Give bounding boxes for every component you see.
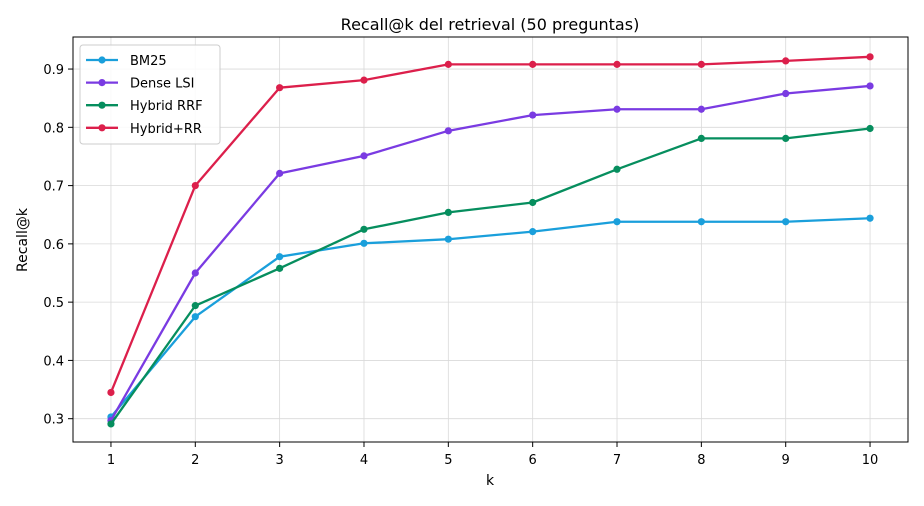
data-point-bm25 xyxy=(866,214,874,222)
data-point-dense-lsi xyxy=(697,105,705,113)
legend-marker xyxy=(98,101,106,109)
legend-label: Dense LSI xyxy=(130,77,194,92)
series-line-bm25 xyxy=(110,217,871,418)
data-point-hybrid-rrf xyxy=(866,124,874,133)
data-point-bm25 xyxy=(782,218,790,226)
x-tick-label: 4 xyxy=(360,453,368,468)
data-point-bm25 xyxy=(276,253,284,261)
data-point-hybrid-rr xyxy=(697,60,705,68)
data-point-hybrid-rrf xyxy=(191,302,199,310)
data-point-dense-lsi xyxy=(276,169,284,177)
data-point-bm25 xyxy=(697,218,705,226)
data-point-bm25 xyxy=(191,313,199,321)
legend-marker xyxy=(98,79,106,87)
y-tick-label: 0.7 xyxy=(43,180,64,195)
series-line-hybrid-rr xyxy=(109,55,871,393)
data-point-dense-lsi xyxy=(866,82,874,90)
y-tick-label: 0.9 xyxy=(43,63,64,78)
data-point-dense-lsi xyxy=(444,127,452,135)
data-point-hybrid-rrf xyxy=(529,198,537,207)
data-point-hybrid-rr xyxy=(360,76,368,84)
data-point-bm25 xyxy=(613,218,621,226)
data-point-dense-lsi xyxy=(782,89,790,98)
chart-title: Recall@k del retrieval (50 preguntas) xyxy=(341,15,640,34)
legend-label: Hybrid+RR xyxy=(130,122,202,137)
legend: BM25 Dense LSI Hybrid RRF Hybrid+RR xyxy=(79,44,221,145)
series-hybrid-rr xyxy=(107,53,874,397)
y-tick-label: 0.4 xyxy=(43,354,64,369)
y-tick-label: 0.6 xyxy=(43,238,64,253)
legend-item-dense-lsi: Dense LSI xyxy=(86,77,194,92)
data-point-hybrid-rr xyxy=(276,84,284,92)
data-point-bm25 xyxy=(360,239,368,247)
x-tick-label: 1 xyxy=(107,453,115,468)
data-point-hybrid-rrf xyxy=(360,225,368,233)
series-dense-lsi xyxy=(107,82,874,425)
legend-box xyxy=(79,44,221,145)
data-point-hybrid-rrf xyxy=(107,420,115,428)
legend-label: BM25 xyxy=(130,54,167,69)
data-point-dense-lsi xyxy=(529,111,537,119)
x-tick-label: 9 xyxy=(782,453,790,468)
series-bm25 xyxy=(107,214,874,421)
series-line-hybrid-rrf xyxy=(110,127,871,425)
legend-item-hybrid-rr: Hybrid+RR xyxy=(86,122,202,137)
x-tick-label: 2 xyxy=(191,453,199,468)
data-point-bm25 xyxy=(529,228,537,236)
data-point-hybrid-rr xyxy=(191,181,199,190)
data-point-hybrid-rrf xyxy=(444,208,452,217)
x-tick-label: 7 xyxy=(613,453,621,468)
x-tick-label: 6 xyxy=(529,453,537,468)
data-point-hybrid-rr xyxy=(866,53,874,61)
data-point-dense-lsi xyxy=(613,105,621,113)
x-tick-label: 5 xyxy=(444,453,452,468)
series-line-dense-lsi xyxy=(109,84,871,422)
plot-frame xyxy=(72,36,909,443)
x-axis-label: k xyxy=(486,473,495,489)
data-point-hybrid-rr xyxy=(444,60,452,68)
data-point-hybrid-rrf xyxy=(276,264,284,272)
x-tick-label: 8 xyxy=(697,453,705,468)
axis-ticks: 1 2 3 4 5 6 7 8 9 10 0.3 0.4 0.5 0.6 0.7 0.8 0.9 xyxy=(43,63,878,468)
grid xyxy=(73,37,908,442)
x-tick-label: 3 xyxy=(276,453,284,468)
series-layer xyxy=(107,53,874,428)
data-point-hybrid-rrf xyxy=(613,165,621,173)
data-point-bm25 xyxy=(444,235,452,243)
legend-item-hybrid-rrf: Hybrid RRF xyxy=(86,99,203,114)
legend-marker xyxy=(98,56,106,64)
data-point-hybrid-rrf xyxy=(782,134,790,142)
data-point-hybrid-rr xyxy=(529,60,537,68)
x-tick-label: 10 xyxy=(862,453,879,468)
legend-item-bm25: BM25 xyxy=(86,54,167,69)
y-tick-label: 0.8 xyxy=(43,121,64,136)
y-axis-label: Recall@k xyxy=(15,207,31,272)
data-point-hybrid-rr xyxy=(107,388,115,397)
data-point-hybrid-rr xyxy=(782,57,790,65)
data-point-dense-lsi xyxy=(360,152,368,160)
y-tick-label: 0.3 xyxy=(43,413,64,428)
series-hybrid-rrf xyxy=(107,124,874,428)
data-point-dense-lsi xyxy=(191,269,199,277)
data-point-hybrid-rr xyxy=(613,60,621,68)
legend-marker xyxy=(98,124,106,132)
y-tick-label: 0.5 xyxy=(43,296,64,311)
legend-label: Hybrid RRF xyxy=(130,99,203,114)
data-point-hybrid-rrf xyxy=(697,134,705,142)
